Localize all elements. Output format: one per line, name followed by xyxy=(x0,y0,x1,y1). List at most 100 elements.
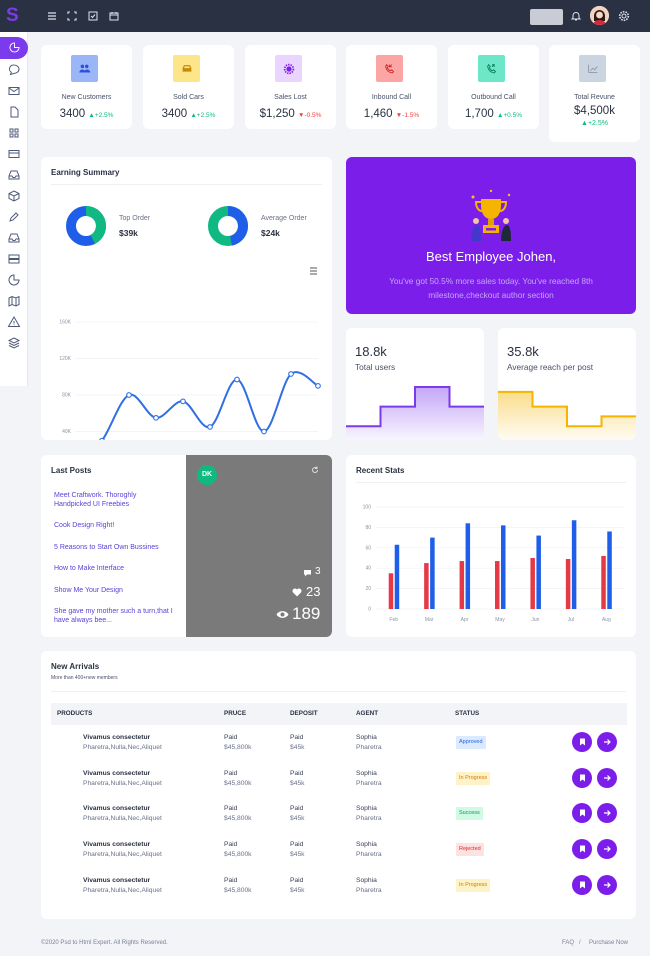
bookmark-button[interactable] xyxy=(572,767,592,788)
stat-icon-box xyxy=(579,55,606,82)
bookmark-icon xyxy=(579,845,585,853)
price-value: $45,800k xyxy=(224,886,252,894)
data-point xyxy=(99,437,105,440)
stat-change: ▲+2.5% xyxy=(190,112,215,119)
bar xyxy=(571,520,577,609)
stat-change: ▼-0.5% xyxy=(298,112,321,119)
bar xyxy=(607,531,612,609)
post-link[interactable]: 5 Reasons to Start Own Bussines xyxy=(54,544,159,551)
inbox-icon[interactable] xyxy=(7,168,21,182)
logo[interactable]: S xyxy=(6,5,19,26)
post-link[interactable]: How to Make Interface xyxy=(54,565,125,572)
search-box[interactable] xyxy=(530,9,563,25)
grid-icon[interactable] xyxy=(7,126,21,140)
average-reach-card: 35.8k Average reach per post xyxy=(498,328,636,440)
top-order-donut xyxy=(66,206,106,246)
arrow-right-button[interactable] xyxy=(597,839,617,860)
status-badge: In Progress xyxy=(456,771,491,785)
bookmark-button[interactable] xyxy=(572,839,592,860)
stat-card: Sales Lost $1,250 ▼-0.5% xyxy=(245,45,336,129)
stat-value-line: $4,500k ▲+2.5% xyxy=(549,105,640,127)
stat-value: 1,700 xyxy=(464,108,494,120)
stat-change: ▲+2.5% xyxy=(88,112,113,119)
map-icon[interactable] xyxy=(7,294,21,308)
alert-icon[interactable] xyxy=(7,315,21,329)
bar xyxy=(394,544,400,609)
deposit-status: Paid xyxy=(290,734,304,741)
y-tick-label: 100 xyxy=(363,505,372,511)
fullscreen-icon[interactable] xyxy=(66,10,78,22)
status-badge: Rejected xyxy=(456,843,484,857)
deposit-status: Paid xyxy=(290,841,304,849)
product-cell: Vivamus consectetur Pharetra,Nulla,Nec,Al… xyxy=(83,876,162,896)
post-link[interactable]: She gave my mother such a turn,that I ha… xyxy=(54,608,173,624)
post-link[interactable]: Cook Design Right! xyxy=(54,522,115,529)
post-link[interactable]: Meet Craftwork. Thoroghly Handpicked UI … xyxy=(54,492,137,508)
data-point xyxy=(315,383,321,389)
column-header: STATUS xyxy=(455,710,480,717)
total-users-value: 18.8k xyxy=(355,344,387,359)
checklist-icon[interactable] xyxy=(87,10,99,22)
agent-cell: Sophia Pharetra xyxy=(356,733,382,753)
bookmark-button[interactable] xyxy=(572,732,592,752)
bell-icon[interactable] xyxy=(570,10,582,22)
deposit-value: $45k xyxy=(290,851,305,859)
product-cell: Vivamus consectetur Pharetra,Nulla,Nec,Al… xyxy=(83,769,162,789)
refresh-icon[interactable] xyxy=(311,466,319,474)
y-tick-label: 40 xyxy=(365,566,371,572)
arrow-right-button[interactable] xyxy=(597,803,617,824)
bookmark-button[interactable] xyxy=(572,803,592,824)
bookmark-button[interactable] xyxy=(572,874,592,895)
edit-icon[interactable] xyxy=(7,210,21,224)
chat-icon[interactable] xyxy=(7,63,21,77)
agent-sub: Pharetra xyxy=(356,886,382,894)
car-icon xyxy=(182,64,191,72)
mail-icon[interactable] xyxy=(7,84,21,98)
arrow-right-button[interactable] xyxy=(597,874,617,895)
chart-menu-icon[interactable] xyxy=(309,267,318,275)
employee-title: Best Employee Johen, xyxy=(425,249,557,264)
avatar[interactable] xyxy=(590,6,609,25)
sidebar-item-dashboard[interactable] xyxy=(0,37,28,59)
column-header: PRUCE xyxy=(224,710,247,717)
arrow-right-button[interactable] xyxy=(597,767,617,788)
deposit-cell: Paid $45k xyxy=(290,876,305,896)
deposit-cell: Paid $45k xyxy=(290,769,305,789)
credit-card-icon[interactable] xyxy=(7,147,21,161)
product-desc: Pharetra,Nulla,Nec,Aliquet xyxy=(83,779,162,787)
file-icon[interactable] xyxy=(7,105,21,119)
footer-faq-link[interactable]: FAQ xyxy=(562,940,575,946)
layers-icon[interactable] xyxy=(7,336,21,350)
menu-icon[interactable] xyxy=(46,10,58,22)
x-tick-label: Jul xyxy=(568,617,574,623)
stat-change: ▼-1.5% xyxy=(396,112,419,119)
calendar-icon[interactable] xyxy=(108,10,120,22)
stat-change-value: -1.5% xyxy=(402,112,420,119)
pie-chart-icon[interactable] xyxy=(7,273,21,287)
stat-icon-box xyxy=(376,55,403,82)
server-icon[interactable] xyxy=(7,252,21,266)
stat-label: Inbound Call xyxy=(371,94,412,101)
box-icon[interactable] xyxy=(7,189,21,203)
data-point xyxy=(180,398,186,405)
arrow-right-icon xyxy=(604,739,611,745)
card-title: Recent Stats xyxy=(356,466,405,475)
footer-purchase-link[interactable]: Purchase Now xyxy=(589,940,629,946)
arrow-down-icon: ▼ xyxy=(395,112,403,119)
stat-value-line: 3400 ▲+2.5% xyxy=(41,108,132,120)
x-tick-label: Jun xyxy=(531,617,539,623)
post-link[interactable]: Show Me Your Design xyxy=(54,587,123,594)
product-desc: Pharetra,Nulla,Nec,Aliquet xyxy=(83,886,162,894)
phone-incoming-icon xyxy=(384,63,394,73)
inbox-tray-icon[interactable] xyxy=(7,231,21,245)
stat-change-value: +2.5% xyxy=(196,112,216,119)
average-order-label: Average Order xyxy=(261,215,307,222)
comment-count: 3 xyxy=(315,566,321,577)
arrow-right-button[interactable] xyxy=(597,732,617,752)
x-tick-label: Aug xyxy=(602,617,611,623)
area-line xyxy=(498,390,636,428)
price-cell: Paid $45,800k xyxy=(224,840,252,860)
agent-cell: Sophia Pharetra xyxy=(356,804,382,824)
card-title: Earning Summary xyxy=(51,168,120,177)
settings-icon[interactable] xyxy=(618,10,630,22)
